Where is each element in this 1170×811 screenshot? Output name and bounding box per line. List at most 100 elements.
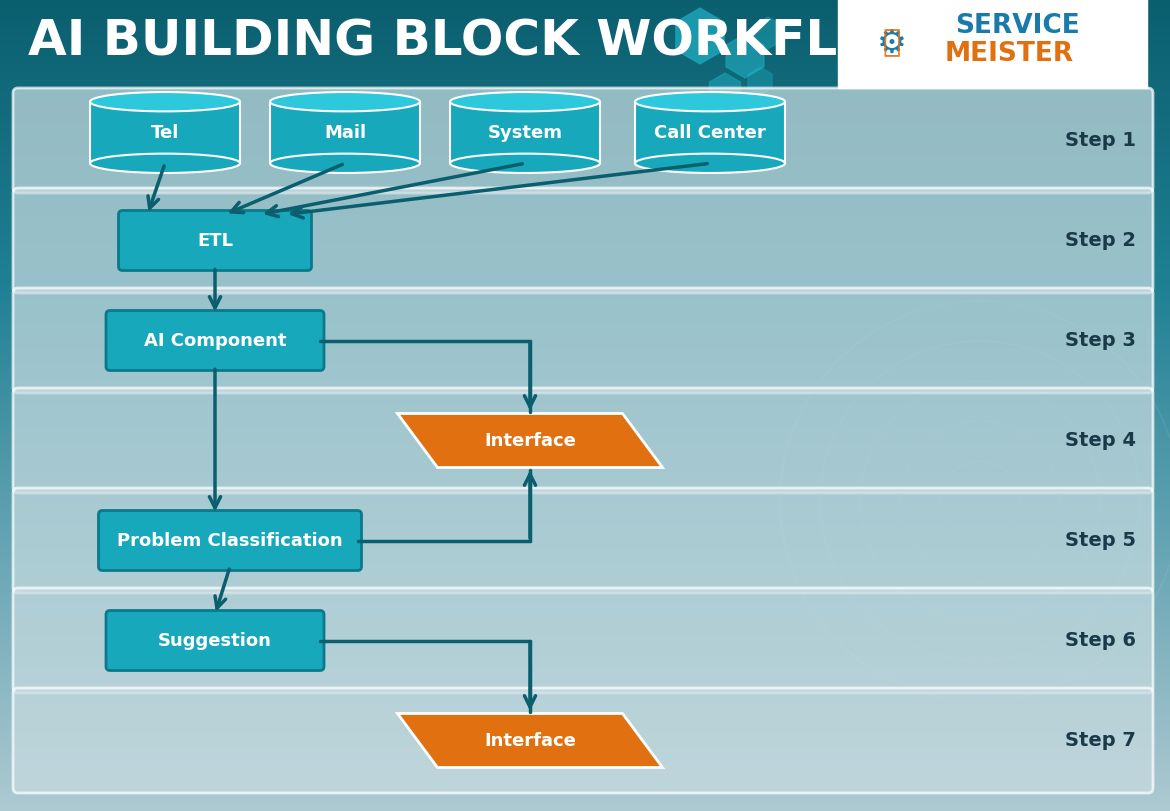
Ellipse shape <box>450 92 600 111</box>
Text: ⚙: ⚙ <box>878 27 907 59</box>
Bar <box>0 426 1170 430</box>
FancyBboxPatch shape <box>13 188 1152 293</box>
Bar <box>0 756 1170 760</box>
Bar <box>0 702 1170 706</box>
Bar <box>0 429 1170 432</box>
Bar <box>0 172 1170 176</box>
Bar <box>0 461 1170 465</box>
Bar <box>0 515 1170 519</box>
Text: Step 3: Step 3 <box>1065 331 1136 350</box>
Bar <box>0 372 1170 375</box>
Bar <box>0 234 1170 238</box>
Polygon shape <box>398 414 662 467</box>
Bar <box>0 356 1170 359</box>
Bar <box>0 4 1170 8</box>
Ellipse shape <box>450 153 600 173</box>
Bar <box>0 272 1170 276</box>
Bar <box>0 518 1170 521</box>
FancyBboxPatch shape <box>106 311 324 371</box>
Bar <box>0 559 1170 562</box>
Bar <box>0 794 1170 797</box>
Bar <box>0 758 1170 762</box>
Bar <box>0 304 1170 308</box>
Bar <box>0 710 1170 714</box>
Bar <box>0 285 1170 290</box>
Bar <box>0 180 1170 184</box>
Bar <box>0 664 1170 667</box>
Text: System: System <box>488 123 563 141</box>
Bar <box>0 280 1170 284</box>
Bar <box>0 299 1170 303</box>
Bar <box>0 770 1170 773</box>
Bar <box>0 624 1170 627</box>
Bar <box>0 464 1170 468</box>
Bar <box>0 407 1170 411</box>
Bar <box>0 567 1170 570</box>
Ellipse shape <box>635 153 785 173</box>
Bar <box>0 650 1170 654</box>
Ellipse shape <box>90 153 240 173</box>
Bar <box>0 423 1170 427</box>
Bar <box>0 69 1170 73</box>
Bar <box>0 745 1170 749</box>
Text: Mail: Mail <box>324 123 366 141</box>
Bar <box>0 328 1170 333</box>
Bar <box>0 780 1170 784</box>
Bar <box>0 226 1170 230</box>
Bar <box>0 64 1170 67</box>
FancyBboxPatch shape <box>106 611 324 671</box>
Bar <box>0 458 1170 462</box>
Bar <box>0 683 1170 687</box>
Bar <box>0 531 1170 535</box>
Bar <box>0 310 1170 314</box>
Bar <box>0 637 1170 641</box>
Text: Step 6: Step 6 <box>1065 631 1136 650</box>
Bar <box>0 796 1170 800</box>
FancyBboxPatch shape <box>98 510 362 570</box>
Bar <box>0 337 1170 341</box>
Bar <box>0 174 1170 178</box>
Bar <box>0 807 1170 811</box>
Bar <box>0 364 1170 367</box>
Bar <box>0 737 1170 740</box>
Bar <box>0 629 1170 633</box>
Bar <box>0 697 1170 700</box>
Ellipse shape <box>270 92 420 111</box>
Bar <box>0 283 1170 286</box>
Bar <box>0 380 1170 384</box>
Bar <box>0 312 1170 316</box>
Text: MEISTER: MEISTER <box>945 41 1074 67</box>
Bar <box>0 340 1170 343</box>
Text: Step 7: Step 7 <box>1065 731 1136 750</box>
Text: SERVICE: SERVICE <box>955 13 1080 39</box>
Bar <box>0 50 1170 54</box>
Bar <box>0 529 1170 533</box>
Bar <box>0 401 1170 406</box>
Bar <box>0 215 1170 219</box>
Bar <box>0 561 1170 565</box>
Bar <box>0 510 1170 513</box>
Bar <box>0 131 1170 135</box>
Bar <box>0 345 1170 349</box>
Bar <box>0 526 1170 530</box>
Bar <box>0 442 1170 446</box>
Bar <box>270 101 420 163</box>
Bar <box>0 689 1170 692</box>
Bar <box>0 620 1170 624</box>
Ellipse shape <box>90 92 240 111</box>
Text: Suggestion: Suggestion <box>158 632 271 650</box>
Bar <box>0 385 1170 389</box>
Bar <box>0 315 1170 319</box>
Bar <box>0 264 1170 268</box>
Bar <box>0 397 1170 400</box>
Bar <box>0 326 1170 330</box>
Bar <box>0 496 1170 500</box>
Bar <box>0 667 1170 671</box>
Bar <box>0 261 1170 265</box>
Bar <box>0 148 1170 152</box>
Bar <box>0 640 1170 643</box>
Bar <box>0 101 1170 105</box>
Bar <box>0 332 1170 335</box>
Text: AI BUILDING BLOCK WORKFLOW: AI BUILDING BLOCK WORKFLOW <box>28 17 934 65</box>
Text: Step 2: Step 2 <box>1065 231 1136 250</box>
